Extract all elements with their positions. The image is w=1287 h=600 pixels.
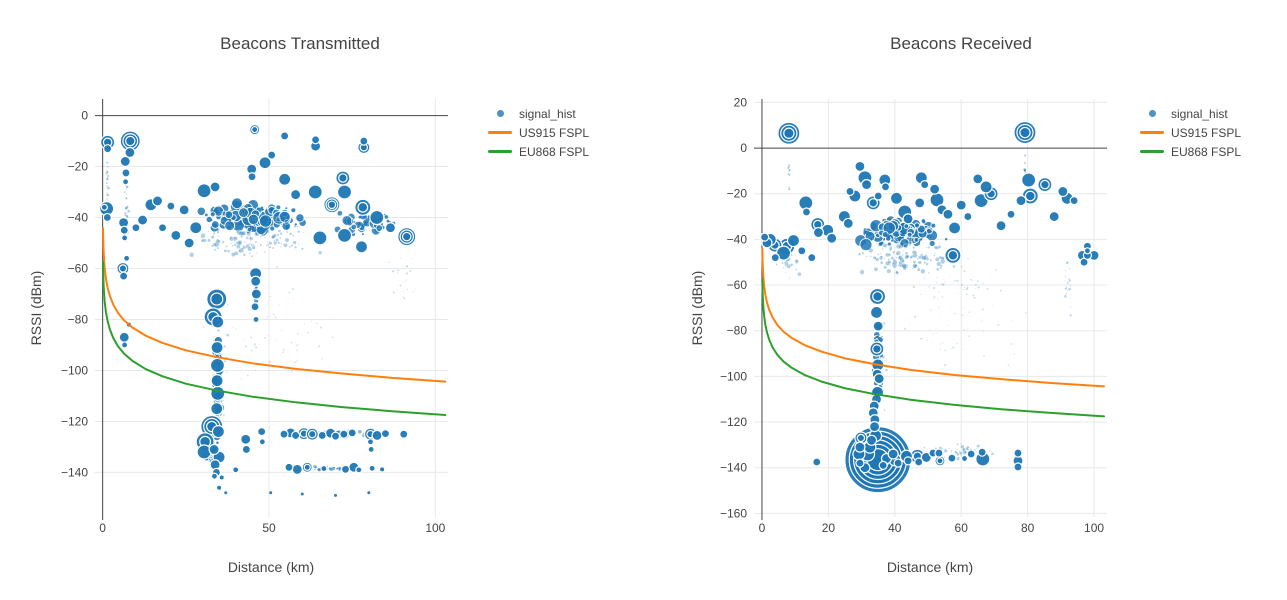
y-tick-label: −40 bbox=[68, 211, 89, 225]
y-axis-title-left: RSSI (dBm) bbox=[28, 270, 44, 346]
legend-left: signal_hist US915 FSPL EU868 FSPL bbox=[488, 104, 589, 161]
plot-area bbox=[760, 120, 1106, 494]
x-tick-label: 60 bbox=[955, 521, 969, 535]
y-tick-label: 0 bbox=[740, 141, 747, 155]
x-axis-title-left: Distance (km) bbox=[227, 559, 315, 575]
y-tick-label: −20 bbox=[68, 160, 89, 174]
legend-right: signal_hist US915 FSPL EU868 FSPL bbox=[1140, 104, 1241, 161]
x-tick-label: 0 bbox=[759, 521, 766, 535]
y-axis-title-right: RSSI (dBm) bbox=[689, 270, 705, 346]
legend-line-icon bbox=[488, 131, 512, 134]
gridlines bbox=[95, 99, 448, 517]
y-tick-label: −40 bbox=[727, 232, 748, 246]
legend-label: EU868 FSPL bbox=[519, 144, 590, 159]
x-tick-label: 20 bbox=[822, 521, 836, 535]
zero-lines bbox=[754, 99, 1107, 520]
legend-label: US915 FSPL bbox=[1171, 125, 1242, 140]
us915-fspl-curve[interactable] bbox=[101, 226, 447, 383]
x-tick-label: 80 bbox=[1021, 521, 1035, 535]
plot-area bbox=[99, 123, 447, 497]
y-tick-label: −100 bbox=[720, 369, 747, 383]
y-tick-label: 0 bbox=[81, 109, 88, 123]
y-tick-label: 20 bbox=[734, 95, 748, 109]
x-tick-label: 40 bbox=[888, 521, 902, 535]
legend-marker-icon bbox=[1140, 110, 1164, 117]
legend-line-icon bbox=[1140, 150, 1164, 153]
y-tick-label: −140 bbox=[720, 461, 747, 475]
legend-item-signal-hist[interactable]: signal_hist bbox=[488, 104, 589, 123]
y-tick-label: −60 bbox=[68, 261, 89, 275]
eu868-fspl-curve[interactable] bbox=[101, 260, 447, 417]
legend-label: signal_hist bbox=[519, 106, 576, 121]
legend-line-icon bbox=[488, 150, 512, 153]
y-tick-label: −100 bbox=[61, 363, 88, 377]
y-tick-label: −120 bbox=[720, 415, 747, 429]
tick-labels: 0 20 40 60 80 100 20 0 −20 −40 −60 −80 −100 −120 −140 −… bbox=[720, 95, 1104, 535]
signal-hist-points[interactable] bbox=[99, 123, 417, 497]
y-tick-label: −140 bbox=[61, 465, 88, 479]
legend-item-signal-hist[interactable]: signal_hist bbox=[1140, 104, 1241, 123]
x-tick-label: 100 bbox=[425, 521, 445, 535]
chart-title-transmitted: Beacons Transmitted bbox=[220, 34, 380, 53]
x-tick-label: 50 bbox=[262, 521, 276, 535]
y-tick-label: −120 bbox=[61, 414, 88, 428]
legend-item-us915-fspl[interactable]: US915 FSPL bbox=[1140, 123, 1241, 142]
y-tick-label: −80 bbox=[727, 324, 748, 338]
y-tick-label: −80 bbox=[68, 312, 89, 326]
legend-marker-icon bbox=[488, 110, 512, 117]
x-tick-label: 100 bbox=[1084, 521, 1104, 535]
tick-labels: 0 50 100 0 −20 −40 −60 −80 −100 −120 −140 bbox=[61, 109, 446, 535]
signal-hist-points[interactable] bbox=[760, 120, 1100, 494]
x-axis-title-right: Distance (km) bbox=[886, 559, 974, 575]
legend-item-eu868-fspl[interactable]: EU868 FSPL bbox=[1140, 142, 1241, 161]
eu868-fspl-curve[interactable] bbox=[761, 277, 1106, 418]
zero-lines bbox=[95, 99, 448, 520]
legend-label: EU868 FSPL bbox=[1171, 144, 1242, 159]
legend-line-icon bbox=[1140, 131, 1164, 134]
legend-label: signal_hist bbox=[1171, 106, 1228, 121]
legend-label: US915 FSPL bbox=[519, 125, 590, 140]
y-tick-label: −60 bbox=[727, 278, 748, 292]
legend-item-us915-fspl[interactable]: US915 FSPL bbox=[488, 123, 589, 142]
legend-item-eu868-fspl[interactable]: EU868 FSPL bbox=[488, 142, 589, 161]
x-tick-label: 0 bbox=[99, 521, 106, 535]
y-tick-label: −20 bbox=[727, 187, 748, 201]
us915-fspl-curve[interactable] bbox=[761, 247, 1106, 388]
chart-title-received: Beacons Received bbox=[890, 34, 1032, 53]
y-tick-label: −160 bbox=[720, 506, 747, 520]
